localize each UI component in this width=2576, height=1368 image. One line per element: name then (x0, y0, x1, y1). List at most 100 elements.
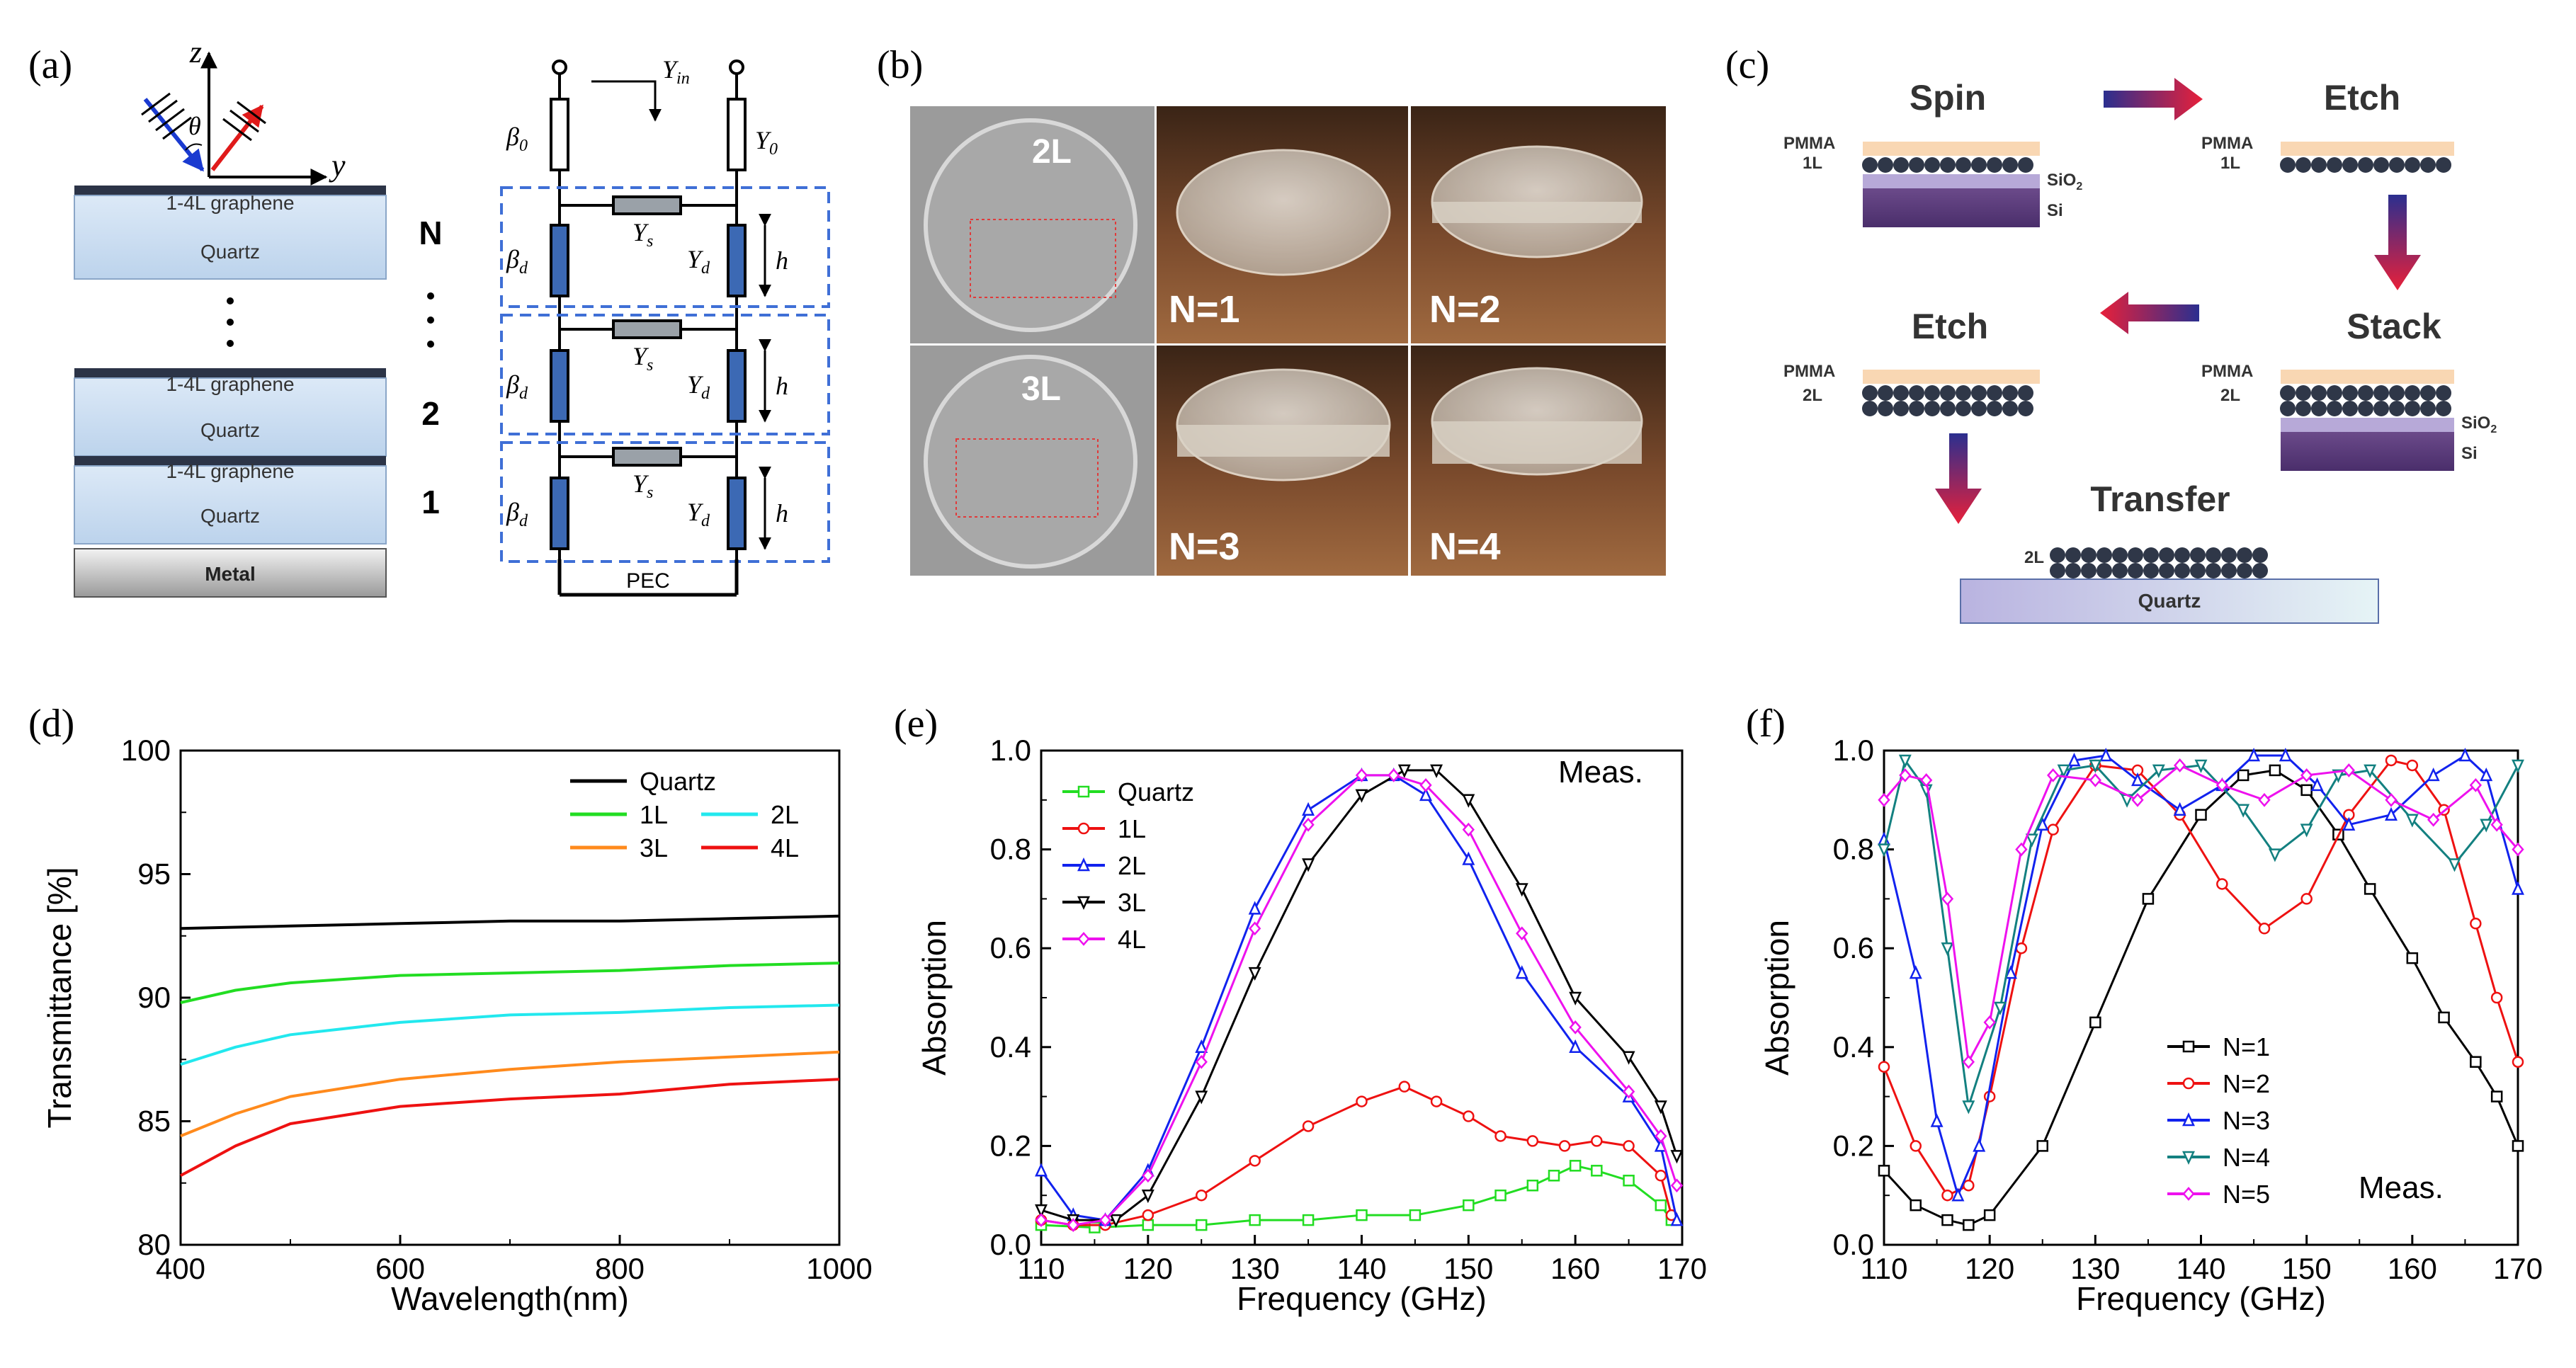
data-point-n-4 (2268, 848, 2281, 862)
step-stack: Stack (2347, 307, 2441, 346)
graphene-transfer (2050, 547, 2268, 578)
data-point-3l (1462, 794, 1475, 808)
data-point-1l (1526, 1135, 1539, 1147)
data-point-n-4 (2152, 764, 2165, 778)
data-point-4l (1249, 921, 1261, 936)
y-tick-label: 100 (121, 734, 171, 767)
ys-element-2 (612, 319, 682, 339)
x-tick-label: 120 (1965, 1252, 2014, 1285)
data-point-4l (1355, 768, 1368, 782)
data-point-n-2 (2512, 1056, 2524, 1068)
x-tick-label: 160 (2388, 1252, 2437, 1285)
data-point-quartz (1494, 1189, 1507, 1202)
data-point-4l (1067, 1218, 1079, 1232)
quartz-substrate (1960, 578, 2379, 624)
data-point-n-4 (1962, 1100, 1975, 1115)
graphene-layer-1 (74, 456, 386, 466)
series-line-1l (180, 962, 840, 1004)
data-point-n-3 (1973, 1138, 1986, 1152)
data-point-4l (1388, 768, 1400, 782)
incidence-angle-label: θ (188, 112, 201, 140)
data-point-n-4 (2512, 759, 2524, 773)
legend-entry: 4L (771, 833, 799, 862)
data-point-1l (1463, 1110, 1475, 1122)
data-point-n-4 (2405, 814, 2419, 828)
data-point-1l (1591, 1135, 1603, 1147)
incident-wave-hatch (141, 92, 192, 140)
photo-label-n3: N=3 (1169, 525, 1240, 568)
chart-f-absorption-stacks: 110 120 130 140 150 160 170 0.0 0.2 0.4 0.6 0.8 1.0 F… (1759, 734, 2543, 1317)
data-point-1l (1430, 1095, 1443, 1107)
x-tick-label: 110 (1861, 1252, 1908, 1285)
data-point-n-5 (1878, 792, 1890, 807)
pec-label: PEC (626, 569, 670, 593)
x-tick-label: 170 (1657, 1252, 1707, 1285)
data-point-1l (1142, 1209, 1154, 1221)
data-point-n-5 (2015, 842, 2028, 857)
y-tick-label: 1.0 (1833, 734, 1874, 767)
pmma-etch-2 (1863, 370, 2040, 384)
data-point-n-5 (1899, 768, 1912, 782)
yd-element-1 (727, 477, 747, 550)
si-spin (1863, 188, 2040, 227)
data-point-4l (1622, 1084, 1635, 1099)
data-point-n-3 (2427, 767, 2440, 782)
metal-ground-layer (74, 548, 387, 598)
data-point-n-2 (1941, 1189, 1953, 1202)
data-point-n-1 (2142, 893, 2155, 905)
data-point-n-1 (2406, 952, 2419, 964)
x-tick-label: 150 (2282, 1252, 2332, 1285)
graphene-stack (2280, 385, 2451, 416)
x-tick-label: 140 (2176, 1252, 2225, 1285)
data-point-quartz (1569, 1160, 1582, 1172)
beta-d-label-1: βd (506, 498, 528, 530)
series-line-n-5 (1883, 764, 2519, 1064)
y-tick-label: 0.8 (990, 833, 1031, 866)
data-point-3l (1035, 1204, 1048, 1219)
data-point-n-2 (2490, 991, 2503, 1004)
region-box-2l (970, 219, 1116, 298)
step-transfer: Transfer (2090, 479, 2230, 519)
data-point-n-4 (2300, 823, 2313, 838)
legend-marker (1077, 932, 1090, 946)
quartz-label-transfer: Quartz (2138, 590, 2201, 612)
y-tick-label: 1.0 (990, 734, 1031, 767)
data-point-n-1 (2036, 1140, 2048, 1152)
metal-label: Metal (205, 563, 256, 585)
data-point-1l (1356, 1095, 1368, 1107)
data-point-quartz (1548, 1170, 1560, 1182)
legend-marker (2182, 1040, 2195, 1053)
data-point-2l (1670, 1212, 1684, 1226)
legend-marker (2182, 1187, 2195, 1201)
legend-entry: 3L (640, 833, 668, 862)
beta0-label: β0 (506, 122, 528, 155)
quartz-layer-1 (74, 465, 387, 545)
data-point-n-5 (2469, 777, 2482, 792)
data-point-n-4 (2480, 819, 2493, 833)
data-point-2l (1569, 1039, 1582, 1054)
y-tick-label: 0.8 (1833, 833, 1874, 866)
panel-label-d: (d) (28, 702, 74, 746)
data-point-n-3 (2512, 881, 2524, 895)
y0-element (727, 98, 747, 171)
h-label-n: h (776, 246, 788, 275)
legend-marker (1077, 896, 1090, 910)
yd-label-n: Yd (687, 245, 710, 278)
1l-label-spin: 1L (1803, 154, 1822, 173)
data-point-n-5 (2512, 842, 2524, 857)
data-point-3l (1654, 1100, 1667, 1115)
data-point-3l (1302, 858, 1315, 872)
series-line-3l (180, 1050, 840, 1138)
x-tick-label: 120 (1123, 1252, 1173, 1285)
data-point-n-5 (2215, 777, 2228, 792)
data-point-3l (1430, 764, 1443, 778)
data-point-n-5 (2300, 768, 2313, 782)
legend-entry: 1L (640, 800, 668, 829)
quartz-label-top: Quartz (200, 241, 260, 263)
data-point-quartz (1409, 1209, 1422, 1221)
data-point-2l (1035, 1163, 1048, 1177)
data-point-n-1 (2195, 809, 2207, 821)
legend-entry: 3L (1118, 888, 1146, 917)
data-point-n-4 (2237, 804, 2250, 818)
